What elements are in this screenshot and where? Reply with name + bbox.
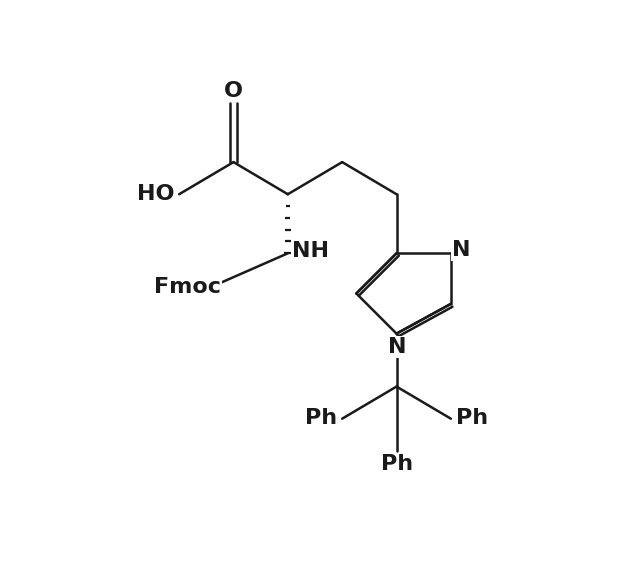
Text: HO: HO: [137, 184, 174, 204]
Text: NH: NH: [292, 241, 329, 261]
Text: Fmoc: Fmoc: [154, 277, 221, 297]
Text: N: N: [388, 337, 406, 357]
Text: Ph: Ph: [381, 454, 413, 474]
Text: N: N: [452, 240, 470, 259]
Text: Ph: Ph: [305, 408, 337, 428]
Text: Ph: Ph: [456, 408, 488, 428]
Text: O: O: [224, 81, 243, 101]
